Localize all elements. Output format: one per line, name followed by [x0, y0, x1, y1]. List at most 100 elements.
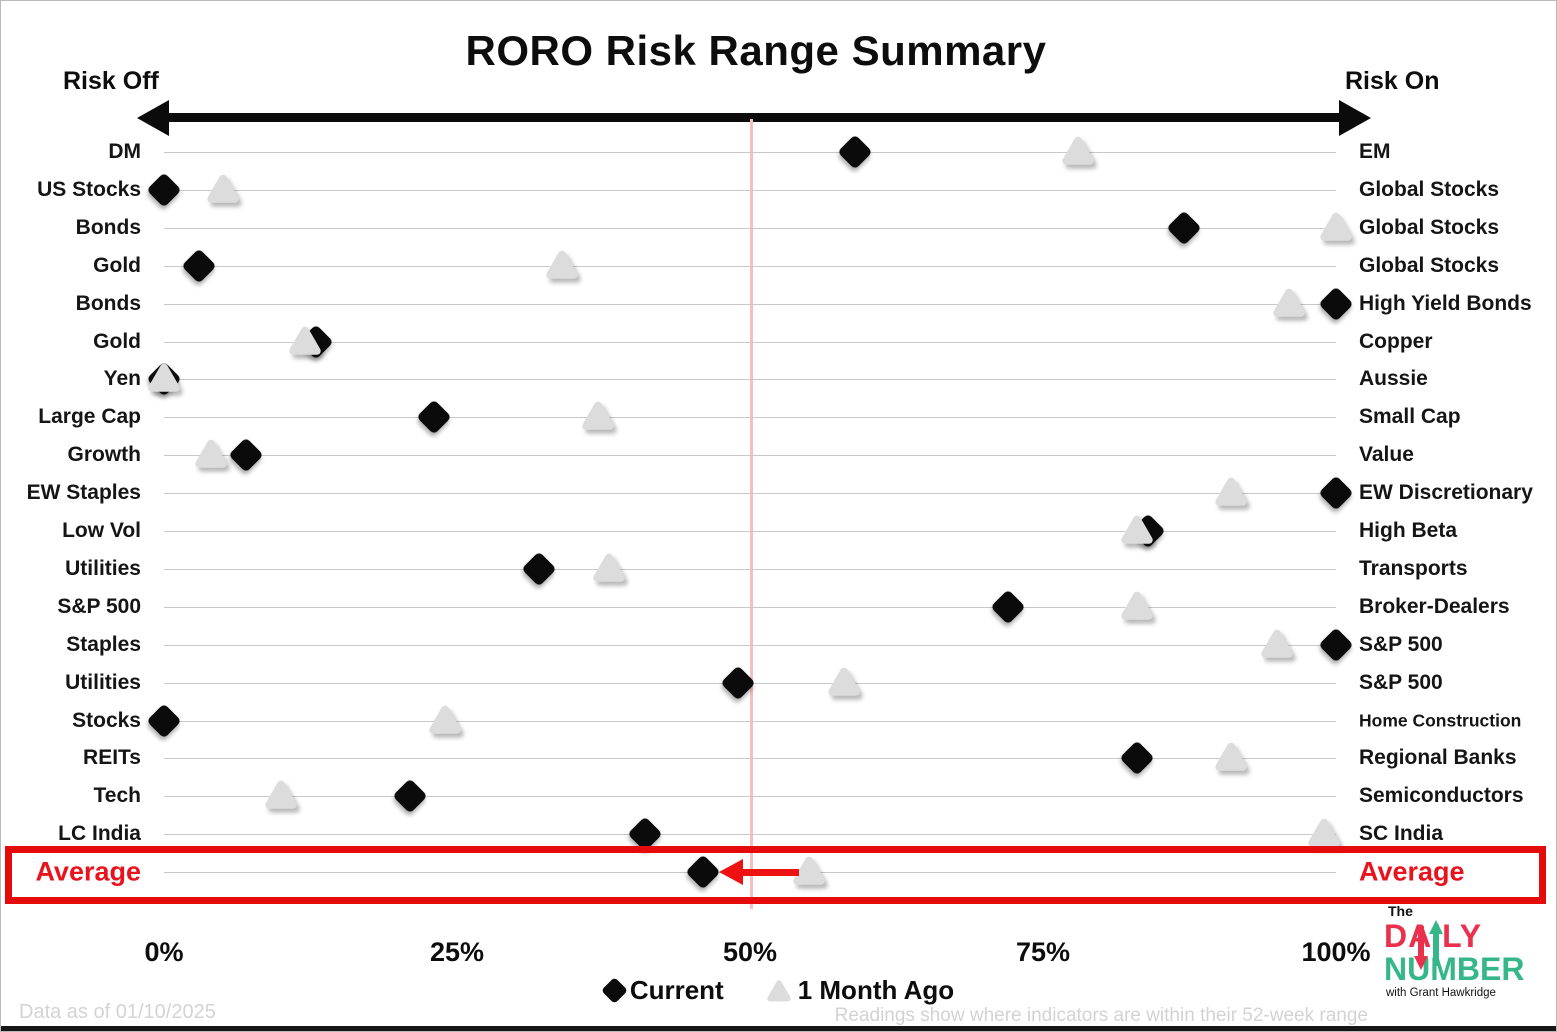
row-label-risk-on: Semiconductors: [1359, 784, 1524, 808]
month-ago-marker: [288, 324, 322, 356]
risk-off-label: Risk Off: [63, 67, 159, 95]
x-axis-tick: 50%: [722, 937, 778, 967]
legend-month-ago-label: 1 Month Ago: [797, 975, 955, 1005]
month-ago-marker: [206, 173, 240, 205]
row-label-risk-off: Average: [35, 856, 141, 887]
current-marker: [146, 172, 182, 208]
row-label-risk-off: US Stocks: [37, 177, 141, 201]
current-diamond-icon: [600, 977, 628, 1004]
row-gridline: [164, 531, 1336, 532]
month-ago-marker: [1214, 476, 1248, 508]
row-label-risk-off: REITs: [83, 746, 141, 770]
current-marker: [521, 551, 557, 587]
row-label-risk-on: Average: [1359, 856, 1465, 887]
average-change-arrowhead: [719, 859, 744, 886]
row-label-risk-off: DM: [108, 140, 141, 163]
row-label-risk-on: Aussie: [1359, 367, 1428, 391]
month-ago-marker: [1214, 741, 1248, 773]
row-gridline: [164, 152, 1336, 153]
row-label-risk-on: Global Stocks: [1359, 177, 1500, 201]
risk-axis-arrow: [161, 113, 1341, 122]
row-label-risk-on: Regional Banks: [1359, 746, 1517, 770]
row-gridline: [164, 796, 1336, 798]
month-ago-marker: [592, 552, 626, 584]
month-ago-marker: [792, 855, 826, 887]
row-label-risk-off: Yen: [103, 367, 141, 391]
current-marker: [990, 589, 1026, 625]
row-label-risk-on: High Beta: [1359, 519, 1458, 542]
row-label-risk-on: High Yield Bonds: [1359, 291, 1532, 315]
month-ago-marker: [1319, 211, 1353, 243]
current-marker: [1318, 627, 1354, 663]
row-label-risk-off: Stocks: [72, 708, 141, 732]
row-gridline: [164, 265, 1336, 267]
logo-daily-text: DAILY: [1384, 920, 1552, 952]
row-gridline: [164, 379, 1336, 381]
row-gridline: [164, 303, 1336, 305]
x-axis-tick: 75%: [1015, 937, 1071, 967]
current-marker: [1165, 210, 1202, 246]
average-highlight-box: [5, 846, 1546, 905]
risk-on-label: Risk On: [1345, 67, 1440, 95]
row-label-risk-on: S&P 500: [1359, 632, 1443, 656]
row-gridline: [164, 720, 1336, 722]
current-marker: [1318, 285, 1354, 322]
month-ago-marker: [827, 665, 861, 697]
daily-number-logo: The DAILY NUMBER with Grant Hawkridge: [1384, 904, 1552, 1000]
row-label-risk-off: Utilities: [65, 670, 141, 694]
row-label-risk-on: Global Stocks: [1359, 215, 1500, 239]
row-gridline: [164, 189, 1336, 191]
month-ago-marker: [1120, 590, 1154, 622]
arrow-right-icon: [1339, 100, 1371, 136]
current-marker: [1119, 740, 1155, 777]
row-label-risk-on: Broker-Dealers: [1359, 594, 1510, 618]
month-ago-marker: [264, 779, 298, 811]
row-label-risk-off: Growth: [67, 443, 142, 467]
row-label-risk-on: EM: [1359, 140, 1391, 163]
row-label-risk-off: Large Cap: [38, 405, 141, 429]
row-label-risk-off: Staples: [66, 632, 141, 656]
fifty-percent-midline: [750, 119, 753, 909]
month-ago-marker: [581, 400, 615, 432]
row-label-risk-on: EW Discretionary: [1359, 481, 1533, 505]
row-label-risk-off: Tech: [93, 784, 141, 808]
current-marker: [1318, 475, 1354, 511]
month-ago-triangle-icon: [766, 979, 792, 1003]
row-label-risk-on: Value: [1359, 443, 1414, 467]
row-gridline: [164, 493, 1336, 495]
data-as-of-note: Data as of 01/10/2025: [19, 1001, 216, 1023]
row-gridline: [164, 341, 1336, 343]
current-marker: [837, 134, 874, 170]
row-label-risk-off: Bonds: [75, 291, 141, 315]
readings-note: Readings show where indicators are withi…: [834, 1005, 1368, 1026]
row-gridline: [164, 644, 1336, 646]
row-label-risk-off: Gold: [93, 253, 141, 277]
row-gridline: [164, 227, 1336, 229]
row-label-risk-off: S&P 500: [57, 594, 141, 618]
month-ago-marker: [194, 438, 228, 470]
month-ago-marker: [1307, 817, 1341, 849]
x-axis-tick: 0%: [144, 937, 184, 967]
row-gridline: [164, 758, 1336, 760]
legend-item-current: Current: [600, 975, 724, 1006]
bottom-border-bar: [1, 1026, 1556, 1031]
row-label-risk-on: S&P 500: [1359, 670, 1443, 694]
row-gridline: [164, 568, 1336, 570]
month-ago-marker: [428, 703, 462, 735]
row-label-risk-off: Gold: [93, 329, 141, 353]
row-label-risk-off: Utilities: [65, 556, 141, 580]
logo-green-up-arrow-icon: [1429, 920, 1443, 970]
current-marker: [415, 399, 452, 435]
current-marker: [146, 702, 182, 739]
row-label-risk-off: Bonds: [75, 215, 141, 239]
legend-item-month-ago: 1 Month Ago: [766, 975, 954, 1006]
legend-current-label: Current: [629, 975, 724, 1005]
legend: Current 1 Month Ago: [1, 975, 1556, 1006]
month-ago-marker: [147, 362, 181, 394]
month-ago-marker: [1120, 514, 1154, 546]
month-ago-marker: [1272, 286, 1306, 318]
arrow-left-icon: [137, 100, 169, 136]
row-label-risk-on: Small Cap: [1359, 405, 1461, 429]
row-label-risk-off: Low Vol: [62, 519, 141, 542]
